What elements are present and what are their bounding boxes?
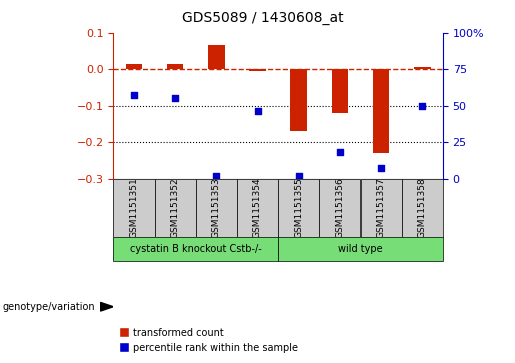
Bar — [414, 68, 431, 69]
Bar — [154, 179, 196, 237]
Text: GSM1151353: GSM1151353 — [212, 178, 221, 238]
Point — [295, 173, 303, 179]
Bar — [278, 237, 443, 261]
Point — [253, 109, 262, 114]
Bar — [319, 179, 360, 237]
Bar — [126, 64, 142, 69]
Point — [418, 103, 426, 109]
Text: GSM1151351: GSM1151351 — [129, 178, 139, 238]
Bar — [113, 237, 278, 261]
Text: GSM1151352: GSM1151352 — [170, 178, 180, 238]
Point — [212, 173, 220, 179]
Text: cystatin B knockout Cstb-/-: cystatin B knockout Cstb-/- — [130, 244, 262, 254]
Point — [171, 95, 179, 101]
Bar — [278, 179, 319, 237]
Bar — [167, 64, 183, 69]
Text: GSM1151356: GSM1151356 — [335, 178, 345, 238]
Bar — [113, 179, 154, 237]
Point — [377, 166, 385, 171]
Text: GSM1151355: GSM1151355 — [294, 178, 303, 238]
Bar — [196, 179, 237, 237]
Bar — [237, 179, 278, 237]
Text: GSM1151358: GSM1151358 — [418, 178, 427, 238]
Point — [130, 93, 138, 98]
Text: GSM1151354: GSM1151354 — [253, 178, 262, 238]
Bar — [332, 69, 348, 113]
Text: genotype/variation: genotype/variation — [3, 302, 95, 312]
Polygon shape — [100, 302, 113, 311]
Point — [336, 150, 344, 155]
Bar — [360, 179, 402, 237]
Bar — [402, 179, 443, 237]
Text: GSM1151357: GSM1151357 — [376, 178, 386, 238]
Bar — [249, 69, 266, 71]
Bar — [373, 69, 389, 153]
Bar — [208, 45, 225, 69]
Legend: transformed count, percentile rank within the sample: transformed count, percentile rank withi… — [118, 326, 300, 355]
Text: GDS5089 / 1430608_at: GDS5089 / 1430608_at — [182, 11, 344, 25]
Text: wild type: wild type — [338, 244, 383, 254]
Bar — [290, 69, 307, 131]
